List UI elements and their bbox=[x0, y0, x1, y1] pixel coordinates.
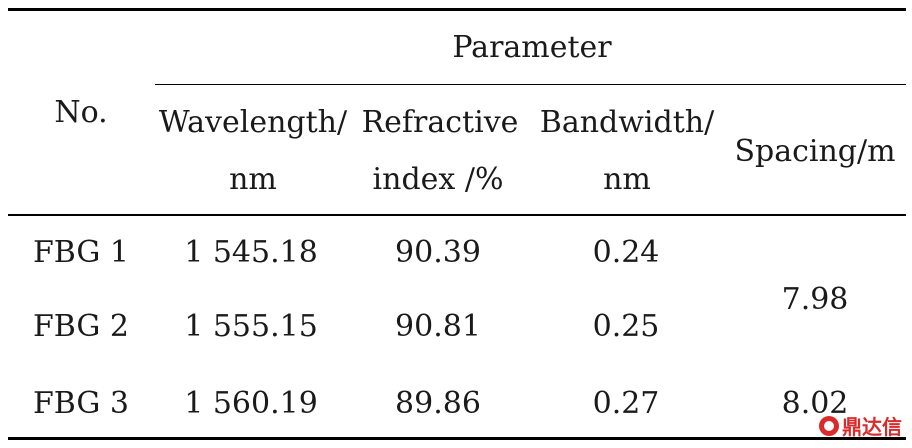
row-2-refractive: 90.81 bbox=[395, 309, 481, 344]
row-3-refractive: 89.86 bbox=[395, 386, 481, 421]
header-wavelength-line2: nm bbox=[229, 162, 277, 197]
header-no: No. bbox=[54, 95, 108, 130]
row-2-wavelength: 1 555.15 bbox=[184, 309, 318, 344]
row-3-no: FBG 3 bbox=[32, 386, 130, 421]
row-1-refractive: 90.39 bbox=[395, 235, 481, 270]
header-bottom-rule bbox=[8, 214, 906, 216]
spacing-value-2: 8.02 bbox=[781, 386, 849, 421]
header-wavelength-line1: Wavelength/ bbox=[158, 105, 348, 140]
row-2-no: FBG 2 bbox=[32, 309, 130, 344]
header-refractive-line1: Refractive bbox=[361, 105, 519, 140]
top-rule bbox=[8, 8, 906, 11]
row-1-no: FBG 1 bbox=[32, 235, 130, 270]
row-3-wavelength: 1 560.19 bbox=[184, 386, 318, 421]
header-bandwidth-line2: nm bbox=[603, 162, 651, 197]
parameter-underline bbox=[155, 84, 906, 85]
header-parameter: Parameter bbox=[452, 30, 612, 65]
watermark: 鼎达信 bbox=[819, 411, 902, 440]
header-refractive-line2: index /% bbox=[372, 162, 504, 197]
watermark-text: 鼎达信 bbox=[842, 415, 902, 439]
row-3-bandwidth: 0.27 bbox=[592, 386, 660, 421]
row-1-wavelength: 1 545.18 bbox=[184, 235, 318, 270]
bottom-rule bbox=[8, 437, 906, 440]
row-2-bandwidth: 0.25 bbox=[592, 309, 660, 344]
header-spacing: Spacing/m bbox=[734, 134, 896, 169]
header-bandwidth-line1: Bandwidth/ bbox=[539, 105, 715, 140]
logo-mark-icon bbox=[819, 415, 839, 436]
row-1-bandwidth: 0.24 bbox=[592, 235, 660, 270]
spacing-value-1: 7.98 bbox=[781, 282, 849, 317]
